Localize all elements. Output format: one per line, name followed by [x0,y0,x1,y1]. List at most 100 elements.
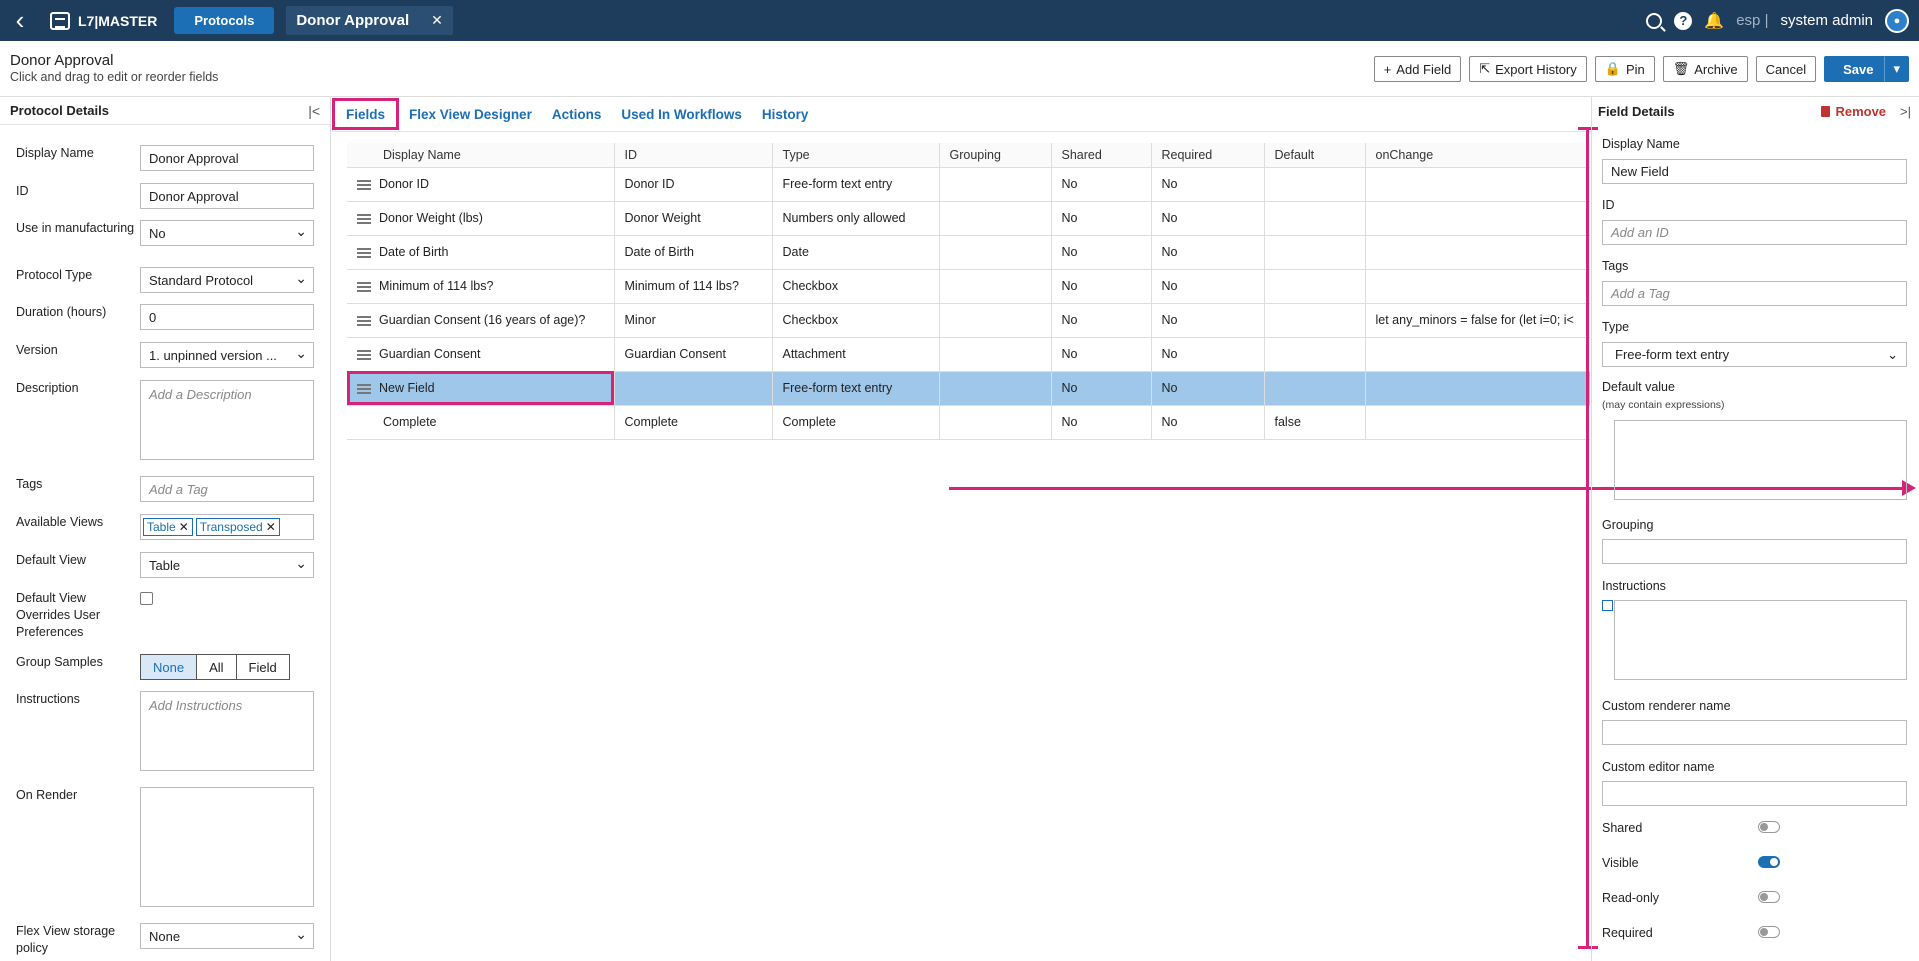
export-history-button[interactable]: ⇱ Export History [1469,56,1587,82]
app-logo[interactable]: L7|MASTER [50,11,157,30]
storage-policy-select[interactable]: None [140,923,314,949]
table-cell: No [1051,201,1152,236]
group-option-none[interactable]: None [141,655,198,679]
user-name[interactable]: system admin [1780,12,1873,29]
remove-chip-icon[interactable]: ✕ [265,520,276,534]
view-chip-label: Table [147,520,176,534]
cell-text: New Field [379,381,435,395]
shared-toggle[interactable] [1758,821,1780,833]
drag-handle-icon[interactable] [357,179,371,190]
table-row[interactable]: Donor ID Donor ID Free-form text entry No No [347,167,1590,202]
instructions-textarea[interactable]: Add Instructions [140,691,314,771]
column-header[interactable]: Display Name [347,143,615,168]
add-field-button[interactable]: + Add Field [1373,56,1462,82]
field-tags-input[interactable]: Add a Tag [1602,281,1907,306]
column-header[interactable]: Required [1151,143,1265,168]
drag-handle-icon[interactable] [357,213,371,224]
table-row[interactable]: Donor Weight (lbs) Donor Weight Numbers on… [347,201,1590,236]
read-only-toggle[interactable] [1758,891,1780,903]
remove-button[interactable]: Remove [1821,104,1886,119]
search-icon[interactable] [1646,12,1663,29]
column-header[interactable]: Type [772,143,940,168]
manufacturing-select[interactable]: No [140,220,314,246]
table-row[interactable]: Date of Birth Date of Birth Date No No [347,235,1590,270]
panel-title: Protocol Details [10,103,109,118]
field-display-name-input[interactable]: New Field [1602,159,1907,184]
save-options-caret-icon[interactable]: ▾ [1884,56,1909,82]
drag-handle-icon[interactable] [357,315,371,326]
tab-used-in-workflows[interactable]: Used In Workflows [621,106,742,122]
group-option-all[interactable]: All [197,655,237,679]
table-cell: No [1151,337,1265,372]
collapse-left-icon[interactable]: |< [308,102,320,119]
cancel-button[interactable]: Cancel [1755,56,1817,82]
table-row[interactable]: Guardian Consent Guardian Consent Attachme… [347,337,1590,372]
table-cell: No [1051,269,1152,304]
column-header[interactable]: Shared [1051,143,1152,168]
duration-input[interactable]: 0 [140,304,314,330]
drag-handle-icon[interactable] [357,281,371,292]
table-row[interactable]: Guardian Consent (16 years of age)? Minor… [347,303,1590,338]
table-row[interactable]: Complete Complete Complete No No false [347,405,1590,440]
tab-flex-view-designer[interactable]: Flex View Designer [409,106,532,122]
tags-input[interactable]: Add a Tag [140,476,314,502]
table-row[interactable]: New Field Free-form text entry No No [347,371,1590,406]
archive-button[interactable]: 🗑 Archive [1662,56,1748,82]
available-views-input[interactable]: Table ✕ Transposed ✕ [140,514,314,540]
drag-handle-icon[interactable] [357,247,371,258]
open-tab-donor-approval[interactable]: Donor Approval ✕ [286,6,453,35]
drag-handle-icon[interactable] [357,383,371,394]
visible-toggle[interactable] [1758,856,1780,868]
custom-renderer-input[interactable] [1602,720,1907,745]
tab-fields[interactable]: Fields [332,98,400,130]
column-header[interactable]: ID [614,143,773,168]
custom-editor-input[interactable] [1602,781,1907,806]
help-icon[interactable]: ? [1674,11,1693,30]
default-value-textarea[interactable] [1614,420,1907,500]
override-checkbox[interactable] [140,592,153,605]
required-toggle[interactable] [1758,926,1780,938]
pin-button[interactable]: 🔒 Pin [1594,56,1655,82]
bell-icon[interactable]: 🔔 [1704,12,1725,30]
table-cell: Complete [347,405,615,440]
grouping-input[interactable] [1602,539,1907,564]
field-type-select[interactable]: Free-form text entry ⌄ [1602,342,1907,367]
field-id-input[interactable]: Add an ID [1602,220,1907,245]
table-cell [1365,201,1590,236]
label-id: ID [16,184,29,198]
back-chevron-icon[interactable]: ‹ [15,5,25,35]
avatar[interactable]: ● [1885,8,1909,33]
drag-handle-icon[interactable] [357,349,371,360]
group-option-field[interactable]: Field [248,659,277,675]
cell-text: Date of Birth [624,245,694,259]
language-selector[interactable]: esp | [1736,12,1769,29]
protocol-type-select[interactable]: Standard Protocol [140,267,314,293]
tab-history[interactable]: History [761,106,809,122]
table-cell [1264,167,1366,202]
remove-chip-icon[interactable]: ✕ [178,520,189,534]
tab-actions[interactable]: Actions [551,106,602,122]
table-cell: New Field [347,371,615,406]
on-render-textarea[interactable] [140,787,314,907]
label-group-samples: Group Samples [16,655,103,669]
instructions-textarea[interactable] [1614,600,1907,680]
external-link-icon[interactable] [1602,600,1613,611]
column-header[interactable]: Default [1264,143,1366,168]
description-textarea[interactable]: Add a Description [140,380,314,460]
table-row[interactable]: Minimum of 114 lbs? Minimum of 114 lbs? Ch… [347,269,1590,304]
default-view-select[interactable]: Table [140,552,314,578]
table-cell: Donor ID [347,167,615,202]
save-button[interactable]: Save [1824,56,1893,82]
column-header[interactable]: Grouping [939,143,1052,168]
collapse-right-icon[interactable]: >| [1900,103,1911,119]
display-name-input[interactable]: Donor Approval [140,145,314,171]
close-icon[interactable]: ✕ [431,12,443,28]
cell-text: Complete [383,415,437,429]
nav-protocols[interactable]: Protocols [174,7,275,34]
id-input[interactable]: Donor Approval [140,183,314,209]
version-select[interactable]: 1. unpinned version ... [140,342,314,368]
table-cell [939,201,1052,236]
table-cell: Numbers only allowed [772,201,940,236]
table-cell: Guardian Consent [347,337,615,372]
column-header[interactable]: onChange [1365,143,1590,168]
